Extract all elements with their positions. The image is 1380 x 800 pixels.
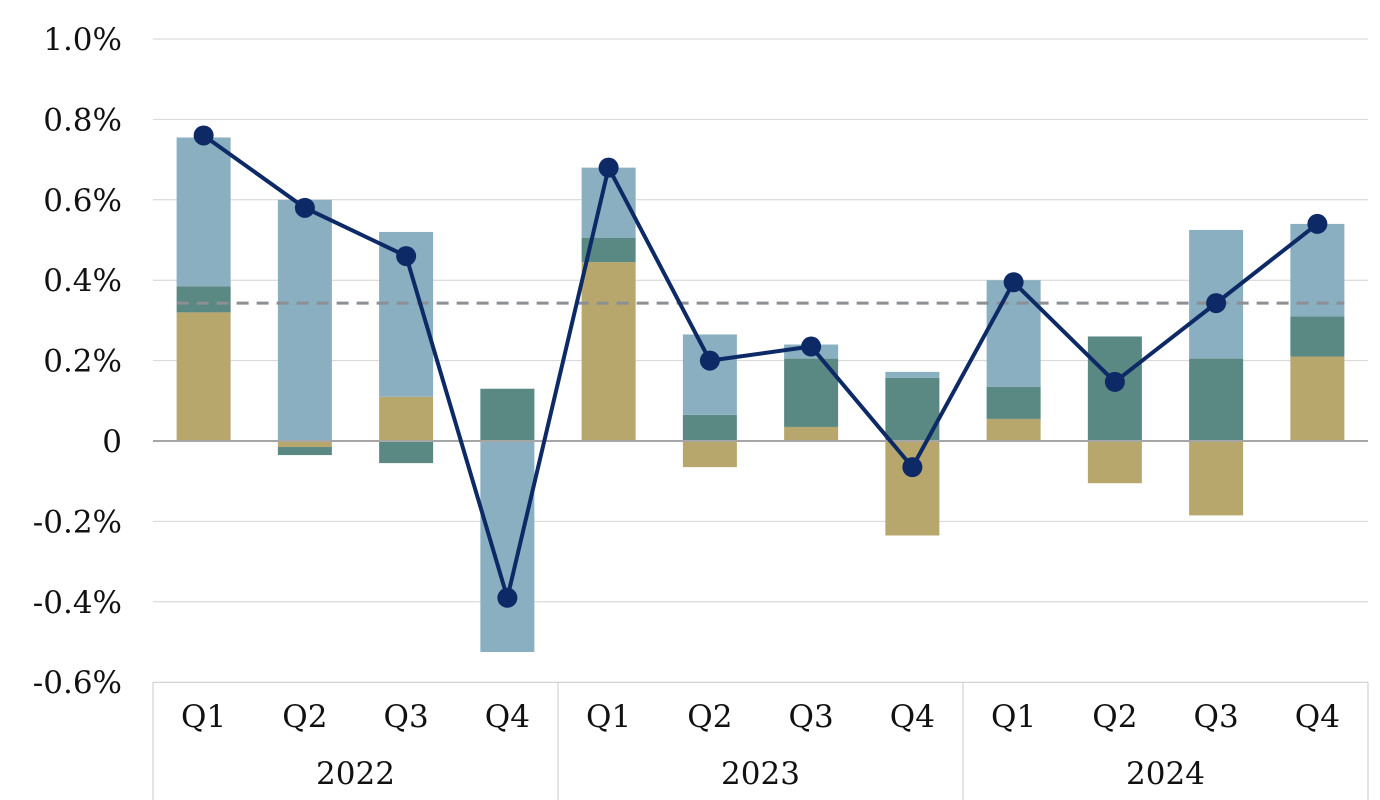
bar-segment	[682, 334, 737, 415]
y-tick-label: 0.6%	[43, 183, 122, 219]
year-group-label: 2023	[721, 756, 800, 792]
total-point	[396, 246, 417, 267]
bar-segment	[885, 371, 940, 378]
x-tick-label: Q2	[282, 699, 327, 735]
year-group-label: 2022	[316, 756, 395, 792]
bar-segment	[277, 199, 332, 441]
total-line-path	[202, 133, 1319, 600]
total-point	[1003, 272, 1024, 293]
x-tick-label: Q4	[485, 699, 530, 735]
total-point	[598, 157, 619, 178]
y-tick-label: 0	[102, 424, 122, 460]
total-point	[193, 125, 214, 146]
bar-segment	[1290, 316, 1345, 357]
x-tick-label: Q1	[181, 699, 226, 735]
bar-segment	[682, 414, 737, 441]
bar-segment	[1189, 441, 1244, 516]
bar-segment	[277, 447, 332, 456]
bar-segment	[986, 418, 1041, 441]
total-point	[1104, 371, 1125, 392]
total-point	[1307, 213, 1328, 234]
total-point	[801, 336, 822, 357]
bar-segment	[379, 396, 434, 441]
bar-segment	[682, 441, 737, 468]
bar-segment	[1189, 358, 1244, 441]
y-tick-label: 0.4%	[43, 263, 122, 299]
x-tick-label: Q4	[1295, 699, 1340, 735]
x-tick-label: Q3	[789, 699, 834, 735]
x-tick-label: Q2	[1092, 699, 1137, 735]
bar-segment	[176, 137, 231, 287]
bar-segment	[885, 441, 940, 536]
x-tick-label: Q1	[586, 699, 631, 735]
y-tick-label: 1.0%	[43, 22, 122, 58]
x-tick-label: Q3	[1194, 699, 1239, 735]
total-point	[294, 197, 315, 218]
y-tick-label: -0.2%	[33, 504, 122, 540]
bar-segment	[176, 312, 231, 441]
x-tick-label: Q1	[991, 699, 1036, 735]
x-tick-label: Q3	[384, 699, 429, 735]
bar-segment	[986, 280, 1041, 387]
total-point	[902, 457, 923, 478]
y-tick-label: -0.6%	[33, 665, 122, 701]
bar-segment	[480, 388, 535, 441]
total-point	[497, 587, 518, 608]
axis-labels: 1.0% 0.8% 0.6% 0.4% 0.2% 0 -0.2% -0.4% -0.6% Q1 Q2…	[33, 22, 1340, 792]
stacked-bars	[176, 137, 1345, 653]
bar-segment	[480, 441, 535, 653]
year-group-label: 2024	[1126, 756, 1205, 792]
total-line	[193, 125, 1328, 608]
gridlines	[153, 38, 1368, 603]
total-point	[1206, 293, 1227, 314]
y-tick-label: 0.2%	[43, 344, 122, 380]
y-tick-label: 0.8%	[43, 102, 122, 138]
bar-segment	[277, 441, 332, 448]
bar-segment	[176, 286, 231, 313]
y-tick-label: -0.4%	[33, 585, 122, 621]
x-tick-label: Q2	[687, 699, 732, 735]
bar-segment	[1290, 356, 1345, 441]
axes	[152, 440, 1369, 800]
bar-segment	[784, 426, 839, 441]
bar-segment	[379, 441, 434, 464]
total-point	[699, 350, 720, 371]
bar-segment	[986, 386, 1041, 419]
x-tick-label: Q4	[890, 699, 935, 735]
bar-segment	[1087, 441, 1142, 484]
bar-segment	[581, 262, 636, 441]
